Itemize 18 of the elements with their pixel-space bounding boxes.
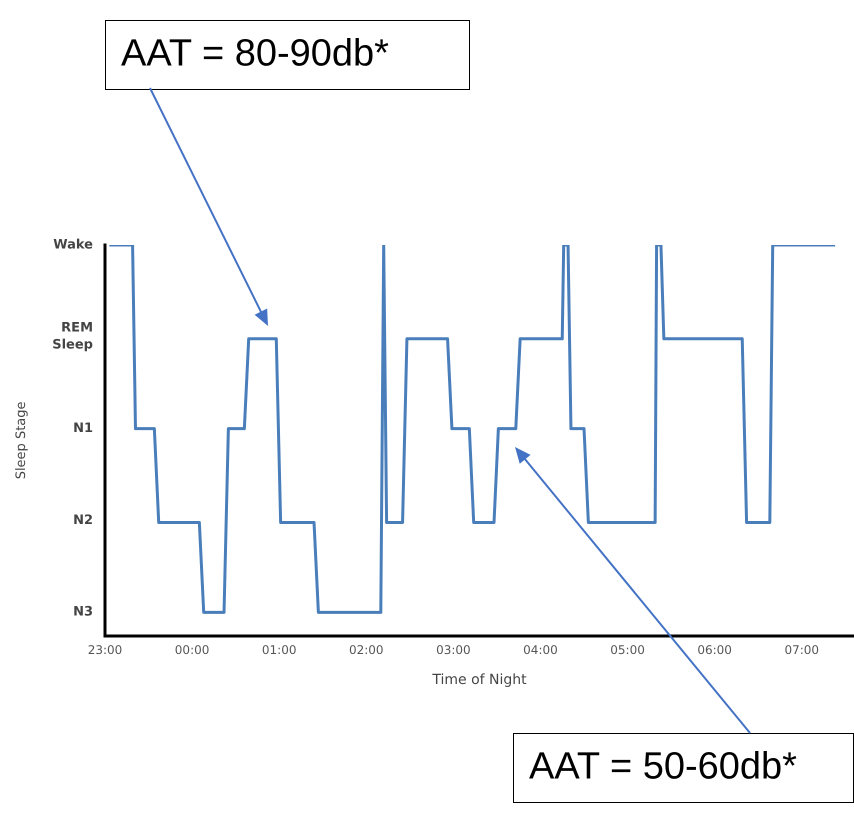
x-tick-label: 01:00: [262, 643, 296, 658]
x-tick-label: 07:00: [784, 643, 820, 658]
text: AAT = 50-60db*: [529, 745, 798, 788]
x-tick-label: 02:00: [348, 643, 384, 658]
y-axis-title: Sleep Stage: [14, 401, 30, 480]
text: N1: [73, 421, 93, 436]
x-tick-label: 03:00: [436, 643, 471, 658]
x-tick-label: 23:00: [88, 643, 122, 658]
x-tick-label: 06:00: [697, 643, 732, 658]
text: Wake: [53, 237, 94, 252]
text: REM Sleep: [52, 320, 93, 353]
x-tick-label: 05:00: [610, 643, 645, 658]
x-tick-label: 00:00: [174, 643, 210, 658]
text: N2: [73, 512, 93, 528]
x-tick-label: 04:00: [523, 643, 558, 658]
text: N3: [73, 604, 93, 620]
text: AAT = 80-90db*: [121, 32, 390, 74]
x-axis-title: Time of Night: [431, 672, 528, 688]
